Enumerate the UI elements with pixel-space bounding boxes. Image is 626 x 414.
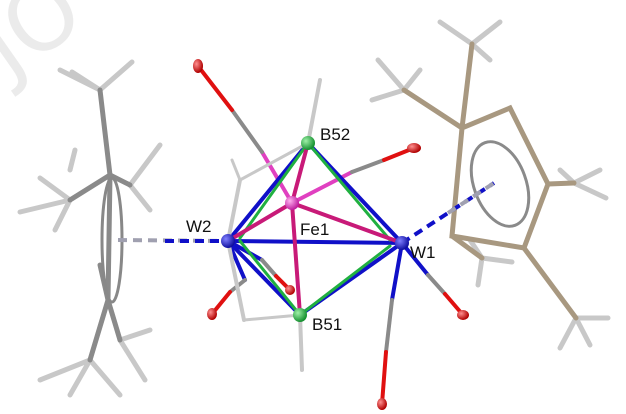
left-cp-star-ligand	[17, 59, 163, 398]
label-w2: W2	[186, 217, 212, 236]
oxygen-atom	[377, 398, 387, 410]
atom-labels: B52 W2 Fe1 W1 B51	[186, 125, 436, 334]
iron-atom-fe1	[285, 196, 299, 210]
w2-centroid-dashed-bond	[117, 238, 229, 243]
label-fe1: Fe1	[300, 220, 329, 239]
oxygen-atom	[407, 143, 421, 153]
boron-atom-b52	[301, 136, 315, 150]
label-b51: B51	[312, 315, 342, 334]
tungsten-atom-w2	[221, 234, 235, 248]
core-framework-bonds	[226, 78, 404, 372]
oxygen-atom	[207, 308, 217, 320]
right-cp-star-ligand	[369, 19, 611, 351]
label-w1: W1	[410, 243, 436, 262]
oxygen-atom	[193, 59, 203, 73]
boron-atom-b51	[293, 308, 307, 322]
tungsten-atom-w1	[395, 236, 409, 250]
atoms	[193, 59, 469, 410]
label-b52: B52	[320, 125, 350, 144]
oxygen-atom	[457, 310, 469, 320]
oxygen-atom	[285, 285, 295, 295]
